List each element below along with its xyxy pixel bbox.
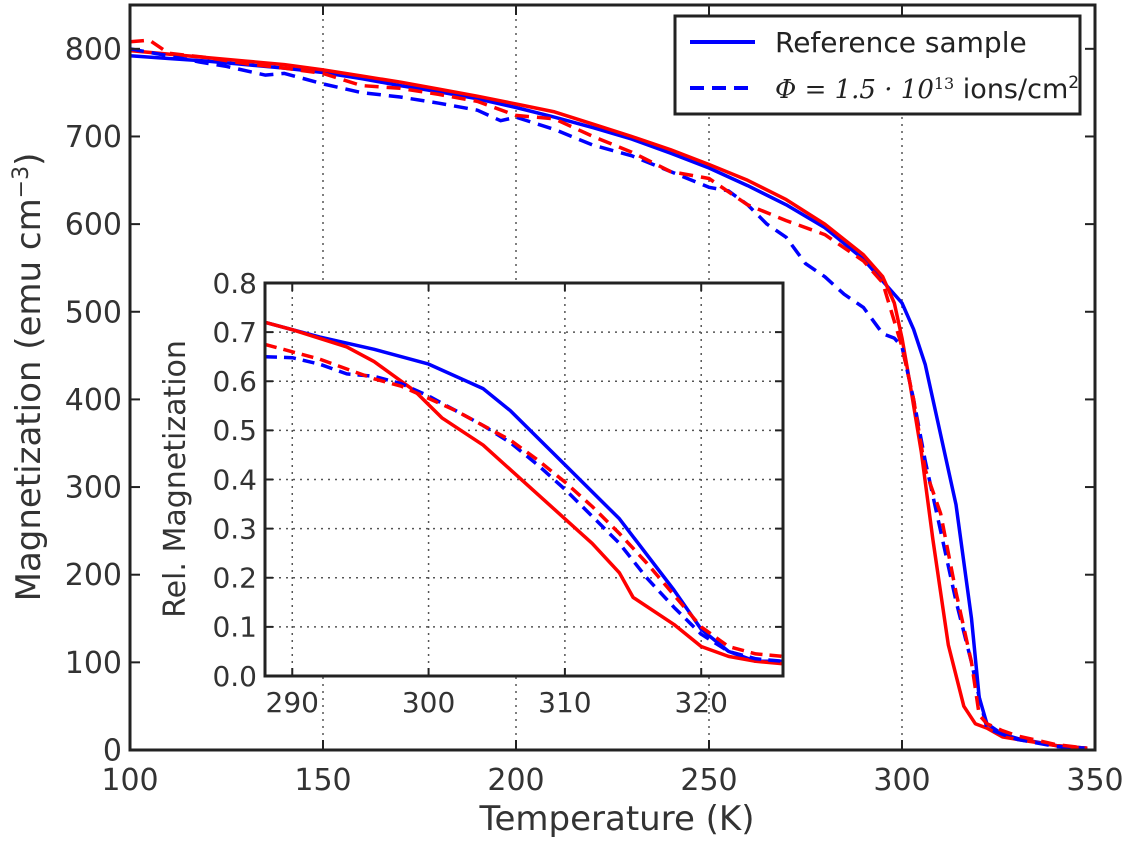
inset-x-tick-label: 310	[538, 686, 591, 719]
inset-y-tick-label: 0.1	[212, 611, 257, 644]
main-y-tick-label: 400	[65, 383, 122, 418]
y-axis-title: Magnetization (emu cm−3)	[9, 153, 50, 602]
main-series-group	[130, 38, 1088, 750]
main-plot-frame	[128, 3, 1097, 752]
inset-series-line-0	[265, 320, 783, 664]
main-x-tick-label: 200	[487, 763, 544, 798]
legend-label-irradiated: Φ = 1.5 · 1013 ions/cm2	[775, 73, 1079, 105]
legend: Reference sample Φ = 1.5 · 1013 ions/cm2	[673, 14, 1082, 116]
inset-x-tick-label: 320	[674, 686, 727, 719]
main-series-line-1	[130, 48, 1088, 750]
legend-box	[673, 14, 1082, 116]
main-x-tick-label: 250	[680, 763, 737, 798]
main-x-tick-label: 350	[1066, 763, 1123, 798]
main-y-tick-label: 200	[65, 558, 122, 593]
main-series-line-0	[130, 54, 1088, 750]
inset-y-tick-label: 0.3	[212, 512, 257, 545]
inset-y-tick-label: 0.0	[212, 660, 257, 693]
main-y-tick-label: 100	[65, 646, 122, 681]
inset-y-tick-label: 0.4	[212, 463, 257, 496]
inset-y-tick-label: 0.8	[212, 267, 257, 300]
inset-gridlines	[265, 283, 783, 676]
main-series-line-3	[130, 38, 1088, 750]
legend-phi-text: Φ = 1.5 · 10	[775, 75, 934, 105]
inset-y-tick-label: 0.7	[212, 316, 257, 349]
main-y-tick-label: 600	[65, 208, 122, 243]
legend-label-reference: Reference sample	[775, 26, 1027, 59]
inset-series-line-1	[265, 320, 783, 666]
inset-y-tick-label: 0.5	[212, 414, 257, 447]
main-y-tick-label: 800	[65, 32, 122, 67]
main-y-tick-label: 700	[65, 120, 122, 155]
inset-series-group	[265, 320, 783, 666]
main-y-tick-label: 0	[103, 734, 122, 769]
inset-x-tick-label: 300	[402, 686, 455, 719]
legend-phi-exponent: 13	[934, 74, 954, 93]
main-x-tick-labels: 100 150 200 250 300 350	[101, 763, 1123, 798]
inset-y-tick-label: 0.6	[212, 365, 257, 398]
inset-x-tick-labels: 290 300 310 320	[266, 686, 728, 719]
main-y-tick-label: 300	[65, 471, 122, 506]
inset-ticks	[265, 282, 783, 677]
inset-y-tick-label: 0.2	[212, 562, 257, 595]
main-y-tick-label: 500	[65, 295, 122, 330]
main-x-tick-label: 300	[873, 763, 930, 798]
main-ticks	[129, 5, 1096, 751]
main-x-tick-label: 100	[101, 763, 158, 798]
y-axis-title-text: Magnetization (emu cm	[9, 198, 49, 601]
legend-units-exponent: 2	[1068, 73, 1079, 93]
inset-y-axis-title: Rel. Magnetization	[158, 340, 193, 618]
legend-units-text: ions/cm	[954, 74, 1068, 105]
main-y-tick-labels: 0 100 200 300 400 500 600 700 800	[65, 32, 122, 768]
inset-y-tick-labels: 0.0 0.1 0.2 0.3 0.4 0.5 0.6 0.7 0.8	[212, 267, 257, 693]
y-axis-title-close: )	[9, 153, 49, 166]
x-axis-title: Temperature (K)	[478, 799, 754, 839]
inset-x-tick-label: 290	[266, 686, 319, 719]
main-x-tick-label: 150	[294, 763, 351, 798]
y-axis-title-exponent: −3	[9, 166, 34, 198]
